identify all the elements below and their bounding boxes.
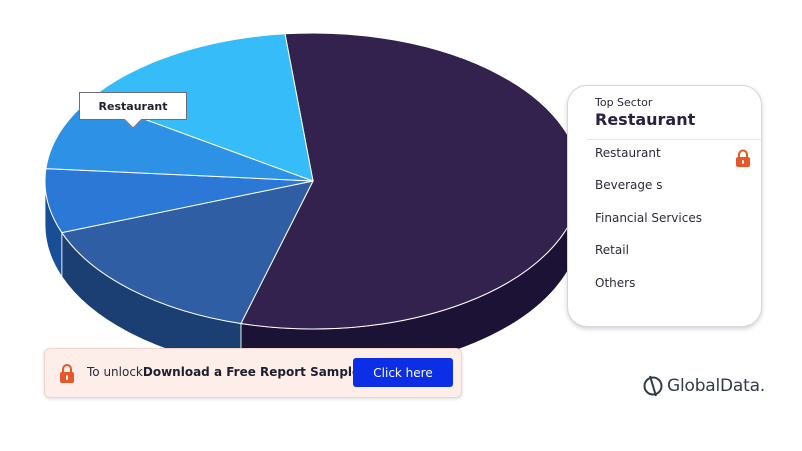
click-here-button[interactable]: Click here bbox=[353, 358, 453, 387]
unlock-cta-text[interactable]: Download a Free Report Sample bbox=[142, 365, 361, 379]
pie-slice-beverages[interactable] bbox=[60, 180, 314, 325]
globaldata-brand: GlobalData. bbox=[643, 375, 765, 397]
legend-kicker: Top Sector bbox=[595, 96, 653, 109]
legend-item-beverages[interactable]: Beverage s bbox=[595, 178, 663, 193]
globaldata-logo-icon bbox=[643, 375, 663, 397]
pie-tooltip: Restaurant bbox=[79, 92, 187, 120]
pie-tooltip-label: Restaurant bbox=[98, 99, 168, 113]
unlock-prefix: To unlock bbox=[87, 365, 143, 379]
lock-icon bbox=[736, 149, 750, 167]
legend-list: Restaurant Beverage s Financial Services… bbox=[595, 140, 743, 302]
legend-card: Top Sector Restaurant Restaurant Beverag… bbox=[567, 85, 762, 327]
legend-item-financial-services[interactable]: Financial Services bbox=[595, 210, 702, 225]
brand-name: GlobalData. bbox=[667, 376, 766, 396]
legend-item-restaurant[interactable]: Restaurant bbox=[595, 146, 661, 160]
unlock-banner: To unlockDownload a Free Report Sample C… bbox=[44, 348, 462, 398]
legend-item-retail[interactable]: Retail bbox=[595, 243, 629, 258]
unlock-text: To unlockDownload a Free Report Sample bbox=[87, 365, 360, 379]
lock-icon bbox=[60, 364, 74, 383]
pie-slice-financial-services[interactable] bbox=[44, 168, 314, 234]
pie-slice-others[interactable] bbox=[88, 33, 314, 182]
legend-divider bbox=[587, 139, 761, 140]
legend-item-others[interactable]: Others bbox=[595, 275, 636, 290]
legend-top-sector: Restaurant bbox=[595, 110, 696, 129]
